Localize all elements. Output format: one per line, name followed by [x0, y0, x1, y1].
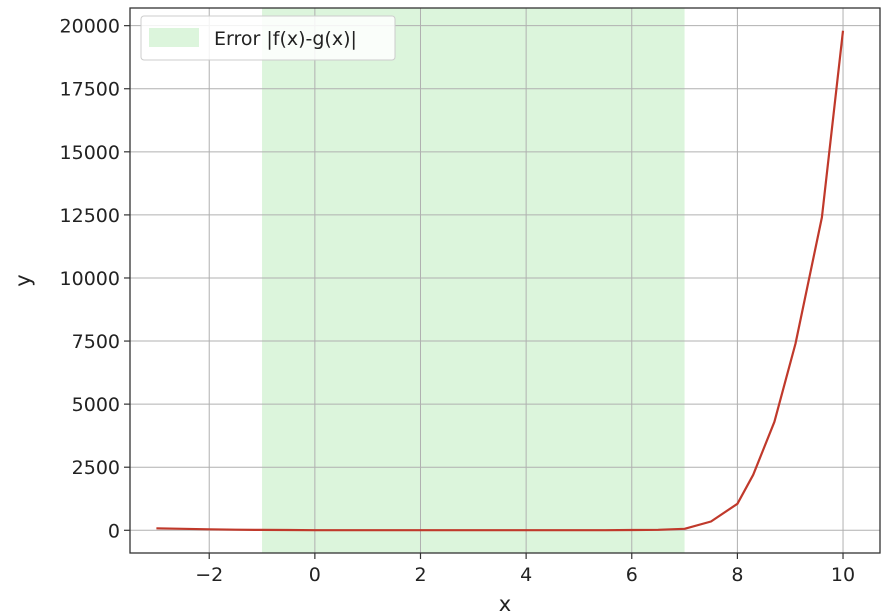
y-tick-label: 0 — [108, 520, 120, 542]
x-tick-layer: −2 0 2 4 6 8 10 — [195, 553, 855, 586]
x-tick-label: 4 — [520, 564, 532, 586]
y-tick-label: 10000 — [60, 268, 120, 290]
x-tick-label: 6 — [626, 564, 638, 586]
y-tick-layer: 0 2500 5000 7500 10000 12500 15000 17500 20000 — [60, 16, 130, 542]
y-tick-label: 17500 — [60, 79, 120, 101]
shaded-region-layer — [262, 8, 685, 553]
series-line — [156, 30, 845, 532]
y-tick-label: 20000 — [60, 16, 120, 38]
x-tick-label: 2 — [414, 564, 426, 586]
x-axis-label: x — [499, 592, 511, 616]
y-tick-label: 7500 — [72, 331, 120, 353]
grid-layer — [130, 8, 880, 553]
error-shaded-region — [262, 8, 685, 553]
y-tick-label: 2500 — [72, 457, 120, 479]
y-tick-label: 12500 — [60, 205, 120, 227]
y-tick-label: 15000 — [60, 142, 120, 164]
series-layer — [156, 30, 845, 532]
legend: Error |f(x)-g(x)| — [140, 15, 396, 61]
legend-swatch — [149, 28, 199, 47]
x-tick-label: −2 — [195, 564, 223, 586]
legend-box — [140, 15, 396, 61]
x-tick-label: 8 — [731, 564, 743, 586]
y-tick-label: 5000 — [72, 394, 120, 416]
x-tick-label: 0 — [309, 564, 321, 586]
y-axis-label: y — [11, 274, 35, 286]
legend-label: Error |f(x)-g(x)| — [214, 28, 357, 50]
plot-frame — [129, 7, 881, 554]
x-tick-label: 10 — [831, 564, 855, 586]
